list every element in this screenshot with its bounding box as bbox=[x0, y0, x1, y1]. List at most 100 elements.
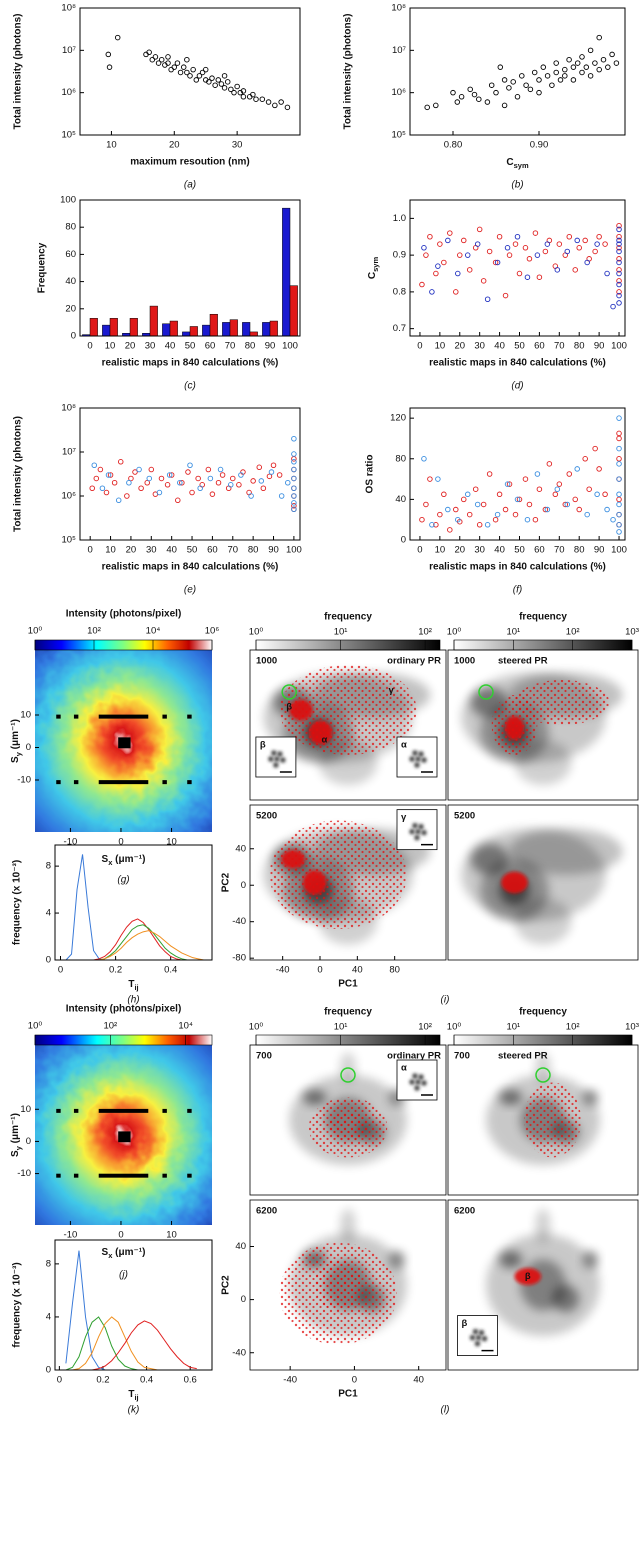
inset-blob bbox=[412, 1073, 418, 1079]
scatter-point bbox=[240, 88, 247, 94]
y-tick-label: 8 bbox=[46, 861, 51, 872]
scatter-point bbox=[272, 102, 278, 109]
scatter-point bbox=[105, 472, 112, 478]
scatter-point bbox=[166, 472, 173, 478]
y-tick-label: 10⁷ bbox=[392, 45, 407, 56]
y-tick-label: 60 bbox=[65, 249, 76, 260]
histogram-line bbox=[65, 1316, 197, 1371]
scatter-point bbox=[579, 69, 585, 76]
inset-blob bbox=[415, 756, 421, 762]
x-axis-label-part: C bbox=[506, 157, 513, 168]
y-axis-label: Frequency bbox=[37, 242, 48, 293]
inset-blob bbox=[414, 835, 420, 841]
x-tick-label: 70 bbox=[554, 341, 565, 352]
x-tick-label: 20 bbox=[454, 341, 465, 352]
scatter-point bbox=[514, 234, 521, 240]
density-blob bbox=[302, 1090, 327, 1105]
scatter-point bbox=[572, 496, 578, 503]
scatter-point bbox=[464, 491, 471, 498]
panel-label: (e) bbox=[184, 585, 196, 596]
scatter-point bbox=[231, 89, 237, 96]
scatter-point bbox=[592, 248, 598, 255]
x-tick-label: 30 bbox=[474, 545, 485, 556]
x-tick-label: 100 bbox=[611, 545, 627, 556]
y-axis-label: Sy (μm⁻¹) bbox=[10, 1113, 24, 1157]
x-tick-label: 50 bbox=[514, 341, 525, 352]
scatter-point bbox=[514, 496, 521, 503]
bar bbox=[89, 318, 98, 337]
y-axis-label: PC2 bbox=[221, 872, 232, 892]
scatter-point bbox=[554, 486, 561, 492]
scatter-point bbox=[501, 77, 508, 83]
scatter-point bbox=[158, 475, 165, 482]
scatter-point bbox=[427, 476, 433, 482]
colorbar-tick-label: 10⁴ bbox=[178, 1021, 193, 1032]
scatter-point bbox=[596, 34, 602, 41]
scatter-point bbox=[423, 501, 429, 508]
x-tick-label: 40 bbox=[166, 545, 177, 556]
x-axis-label-part: S bbox=[102, 1247, 109, 1258]
scatter-point bbox=[488, 82, 495, 88]
inset-blob bbox=[414, 762, 420, 768]
scatter-point bbox=[227, 482, 234, 488]
scatter-point bbox=[476, 226, 483, 233]
x-tick-label: 50 bbox=[187, 545, 198, 556]
detector-gap bbox=[162, 780, 167, 785]
x-axis-label-part: (μm⁻¹) bbox=[112, 854, 145, 865]
scatter-point bbox=[556, 241, 563, 247]
bar bbox=[242, 322, 251, 337]
x-tick-label: -40 bbox=[276, 965, 290, 976]
bar bbox=[269, 320, 278, 337]
scatter-point bbox=[504, 481, 511, 487]
colorbar-tick-label: 10² bbox=[87, 626, 101, 637]
scatter-point bbox=[594, 491, 600, 498]
scatter-point bbox=[202, 66, 209, 73]
scatter-point bbox=[106, 64, 113, 70]
scatter-point bbox=[600, 56, 607, 63]
y-tick-label: 20 bbox=[65, 303, 76, 314]
x-tick-label: 40 bbox=[494, 341, 505, 352]
x-tick-label: 10 bbox=[166, 837, 177, 848]
scatter-point bbox=[180, 64, 187, 70]
scatter-point bbox=[587, 73, 594, 79]
start-marker bbox=[535, 1067, 551, 1083]
scatter-point bbox=[240, 94, 247, 100]
scatter-point bbox=[512, 241, 519, 247]
histogram-line bbox=[66, 930, 204, 961]
y-tick-label: 0 bbox=[46, 955, 51, 966]
detector-gap bbox=[98, 714, 149, 719]
scatter-point bbox=[574, 466, 580, 472]
scatter-point bbox=[207, 475, 214, 482]
histogram-line bbox=[65, 1316, 197, 1371]
x-tick-label: 60 bbox=[205, 341, 216, 352]
x-tick-label: 10 bbox=[105, 341, 116, 352]
scatter-point bbox=[616, 292, 622, 299]
scatter-point bbox=[616, 300, 622, 306]
density-blob bbox=[582, 1251, 599, 1268]
inset-blob bbox=[415, 1079, 421, 1085]
x-tick-label: 20 bbox=[169, 140, 180, 151]
scatter-point bbox=[616, 222, 622, 229]
x-tick-label: 100 bbox=[282, 341, 298, 352]
scatter-point bbox=[502, 506, 509, 513]
scatter-point bbox=[424, 104, 430, 111]
detector-gap bbox=[73, 714, 79, 719]
projected-points bbox=[269, 820, 407, 929]
detector-gap bbox=[187, 1173, 192, 1178]
x-tick-label: 0.90 bbox=[530, 140, 549, 151]
scatter-point bbox=[610, 303, 616, 310]
y-tick-label: 10⁶ bbox=[392, 87, 407, 98]
inset-blob bbox=[418, 824, 424, 830]
y-axis-label-part: S bbox=[10, 756, 21, 763]
scatter-point bbox=[206, 79, 212, 85]
panel-label: (a) bbox=[184, 180, 196, 191]
y-tick-label: 40 bbox=[235, 1241, 246, 1252]
scatter-point bbox=[616, 245, 622, 251]
scatter-point bbox=[453, 289, 459, 295]
iteration-count: 6200 bbox=[256, 1206, 277, 1217]
scatter-point bbox=[524, 516, 531, 523]
y-tick-label: 10⁶ bbox=[62, 491, 77, 502]
x-tick-label: 60 bbox=[534, 341, 545, 352]
scatter-point bbox=[582, 237, 588, 244]
bar bbox=[182, 331, 191, 337]
